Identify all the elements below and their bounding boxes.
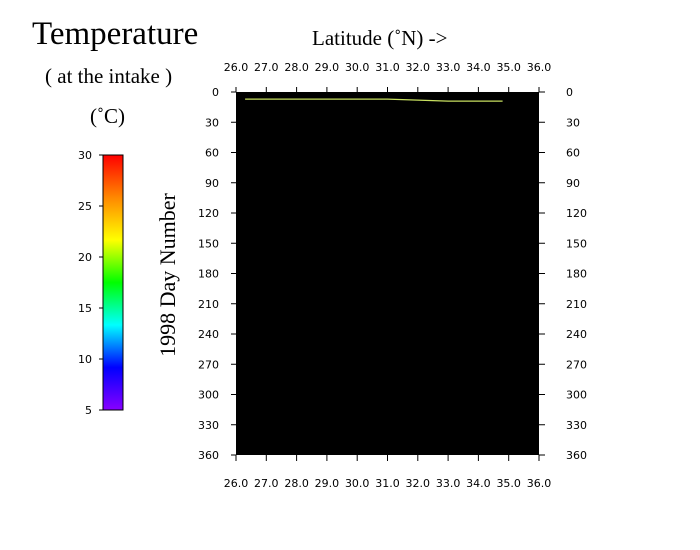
y-tick-label-left: 360: [198, 449, 219, 462]
plot-area: 26.0 26.0 27.0 27.0 28.0 28.0 29.0 29.0 30.0 30.0…: [198, 61, 587, 490]
colorbar-gradient: [102, 154, 124, 411]
x-tick-label-bottom: 32.0: [406, 477, 431, 490]
colorbar-tick-label: 20: [78, 251, 92, 264]
y-tick-label-left: 0: [212, 86, 219, 99]
y-tick-label-right: 180: [566, 268, 587, 281]
x-tick-label-top: 36.0: [527, 61, 552, 74]
y-tick-label-left: 270: [198, 358, 219, 371]
x-tick-label-bottom: 35.0: [496, 477, 521, 490]
y-tick-label-right: 0: [566, 86, 573, 99]
y-tick-label-left: 330: [198, 419, 219, 432]
y-tick-label-left: 180: [198, 268, 219, 281]
y-tick-label-right: 270: [566, 358, 587, 371]
x-tick-label-top: 35.0: [496, 61, 521, 74]
x-tick-label-bottom: 26.0: [224, 477, 249, 490]
colorbar-tick-label: 25: [78, 200, 92, 213]
x-tick-label-top: 31.0: [375, 61, 400, 74]
y-tick-label-left: 150: [198, 237, 219, 250]
x-tick-label-top: 29.0: [315, 61, 340, 74]
x-tick-label-top: 28.0: [284, 61, 309, 74]
colorbar-unit-label: (˚C): [90, 104, 125, 128]
chart-title: Temperature: [32, 16, 199, 52]
x-tick-label-bottom: 27.0: [254, 477, 279, 490]
y-tick-label-right: 240: [566, 328, 587, 341]
x-tick-label-bottom: 34.0: [466, 477, 491, 490]
colorbar-tick-label: 5: [85, 404, 92, 417]
x-tick-label-bottom: 31.0: [375, 477, 400, 490]
x-tick-label-bottom: 30.0: [345, 477, 370, 490]
y-tick-label-left: 60: [205, 147, 219, 160]
x-tick-label-bottom: 29.0: [315, 477, 340, 490]
x-tick-label-top: 26.0: [224, 61, 249, 74]
y-tick-label-left: 30: [205, 116, 219, 129]
y-tick-label-right: 60: [566, 147, 580, 160]
y-tick-label-right: 360: [566, 449, 587, 462]
y-tick-label-right: 300: [566, 389, 587, 402]
colorbar-tick-label: 15: [78, 302, 92, 315]
y-tick-label-right: 90: [566, 177, 580, 190]
x-tick-label-top: 32.0: [406, 61, 431, 74]
x-tick-label-top: 34.0: [466, 61, 491, 74]
plot-background: [236, 92, 539, 455]
colorbar-tick-label: 10: [78, 353, 92, 366]
chart-subtitle: ( at the intake ): [45, 64, 173, 88]
y-tick-label-right: 330: [566, 419, 587, 432]
y-tick-label-right: 30: [566, 116, 580, 129]
x-tick-label-bottom: 36.0: [527, 477, 552, 490]
x-tick-label-bottom: 33.0: [436, 477, 461, 490]
y-tick-label-left: 120: [198, 207, 219, 220]
x-axis-title: Latitude (˚N) ->: [312, 26, 448, 50]
y-tick-label-left: 210: [198, 298, 219, 311]
series-line: [245, 98, 503, 102]
y-tick-label-left: 300: [198, 389, 219, 402]
colorbar: 30 25 20 15 10 5: [78, 149, 124, 417]
y-tick-label-left: 90: [205, 177, 219, 190]
y-tick-label-right: 150: [566, 237, 587, 250]
y-tick-label-right: 210: [566, 298, 587, 311]
x-tick-label-bottom: 28.0: [284, 477, 309, 490]
colorbar-tick-label: 30: [78, 149, 92, 162]
x-tick-label-top: 27.0: [254, 61, 279, 74]
x-tick-label-top: 33.0: [436, 61, 461, 74]
y-tick-label-left: 240: [198, 328, 219, 341]
x-tick-label-top: 30.0: [345, 61, 370, 74]
y-tick-label-right: 120: [566, 207, 587, 220]
